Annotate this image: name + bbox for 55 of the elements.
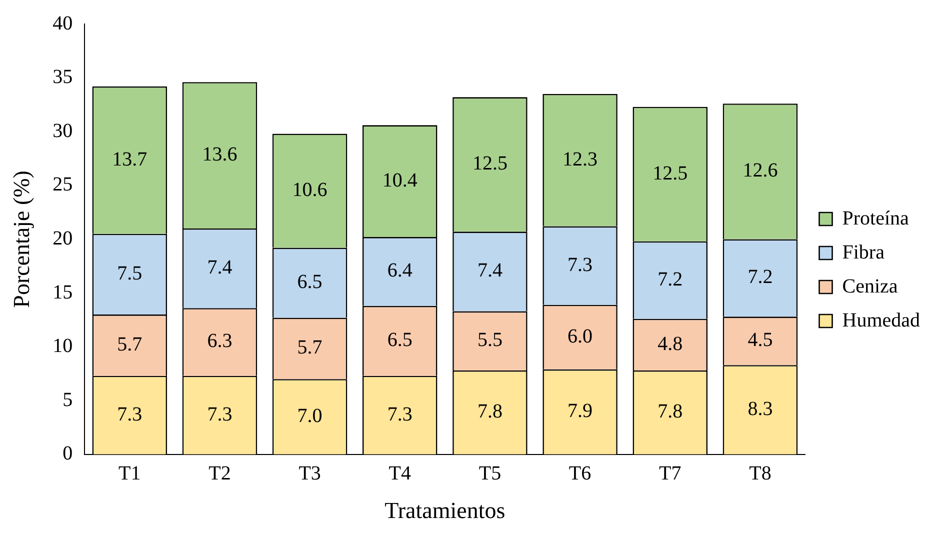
y-tick-label: 15 [52,281,73,304]
y-tick-label: 0 [62,442,73,465]
data-label: 7.3 [568,254,593,276]
data-label: 7.2 [748,266,773,288]
data-label: 7.2 [658,268,683,290]
y-tick-label: 40 [52,12,73,34]
data-label: 13.7 [112,148,148,170]
data-label: 7.5 [117,262,142,284]
x-tick-label: T1 [118,462,141,485]
x-axis-title: Tratamientos [384,498,506,524]
data-label: 5.5 [477,329,502,352]
x-tick-label: T3 [298,462,321,485]
data-label: 7.3 [387,403,412,426]
data-label: 4.5 [748,329,773,352]
legend-label: Humedad [842,309,920,332]
data-label: 6.0 [568,325,593,348]
data-label: 6.5 [297,271,322,294]
data-label: 7.4 [477,260,502,282]
data-label: 12.5 [652,162,688,184]
data-label: 6.5 [387,329,412,352]
data-label: 7.3 [207,403,232,426]
data-label: 12.5 [472,152,508,175]
data-label: 5.7 [297,336,322,359]
y-tick-label: 30 [52,120,73,142]
y-tick-label: 20 [52,227,73,250]
data-label: 10.6 [292,179,328,202]
x-tick-label: T7 [659,462,682,485]
data-label: 4.8 [658,332,683,355]
data-label: 10.4 [382,169,418,192]
data-label: 7.3 [117,403,142,426]
data-label: 7.8 [658,400,683,423]
data-label: 7.8 [477,400,502,423]
y-tick-label: 5 [62,388,73,411]
data-label: 6.4 [387,260,412,282]
x-tick-label: T4 [388,462,411,485]
x-tick-label: T6 [568,462,592,485]
y-tick-label: 25 [52,174,73,196]
data-label: 12.6 [742,160,778,182]
data-label: 12.3 [562,148,598,170]
x-tick-label: T5 [478,462,502,485]
data-label: 5.7 [117,333,142,356]
legend-label: Proteína [842,207,910,230]
legend-label: Ceniza [842,275,898,298]
data-label: 7.4 [207,256,232,278]
data-label: 8.3 [748,398,773,420]
legend-label: Fibra [842,241,885,264]
data-label: 7.9 [568,400,593,422]
y-tick-label: 10 [52,335,73,358]
data-label: 6.3 [207,330,232,352]
x-tick-label: T8 [749,462,772,485]
x-tick-label: T2 [208,462,231,485]
data-label: 7.0 [297,404,322,427]
data-label: 13.6 [202,144,238,166]
y-axis-title: Porcentaje (%) [8,170,34,308]
y-tick-label: 35 [52,66,73,88]
